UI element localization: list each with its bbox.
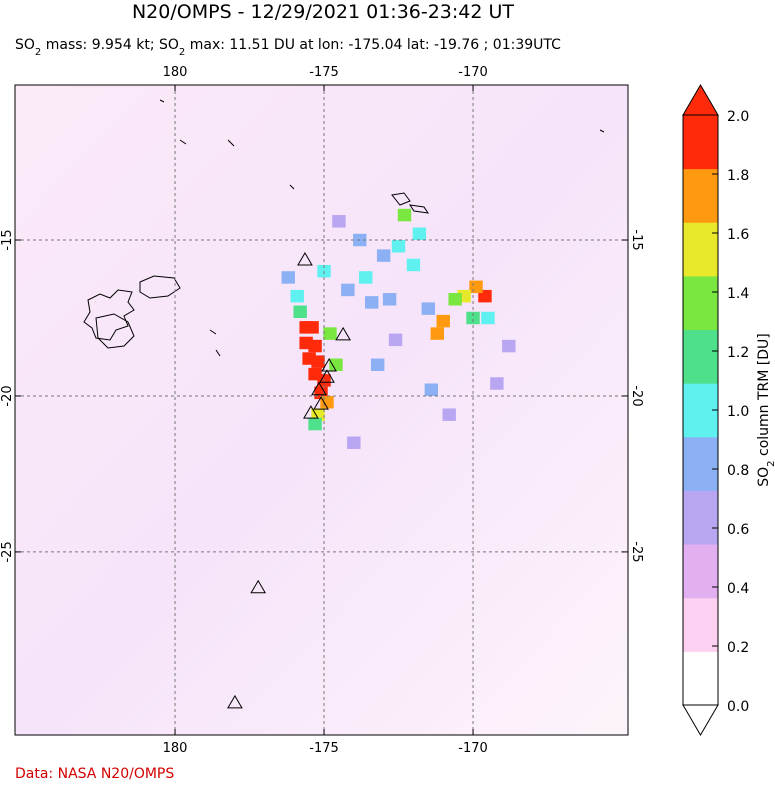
y-tick-label: -25 xyxy=(629,541,644,562)
colorbar-label: SO2 column TRM [DU] xyxy=(756,333,775,486)
so2-cell xyxy=(392,240,405,252)
so2-cell xyxy=(398,209,411,221)
x-tick-label: -175 xyxy=(309,741,339,756)
colorbar-tick-label: 1.0 xyxy=(727,404,749,420)
title: N20/OMPS - 12/29/2021 01:36-23:42 UT xyxy=(132,1,514,23)
so2-cell xyxy=(332,215,345,227)
colorbar: 0.0 0.2 0.4 0.6 0.8 1.0 1.2 1.4 1.6 1.8 2.0 xyxy=(683,85,749,735)
colorbar-extend-high xyxy=(683,85,718,115)
so2-cell xyxy=(365,296,378,308)
so2-cell xyxy=(448,293,461,305)
colorbar-tick-label: 1.8 xyxy=(727,168,749,184)
x-tick-label: -170 xyxy=(458,741,488,756)
so2-cell xyxy=(291,290,304,302)
x-tick-label: 180 xyxy=(163,65,188,80)
so2-cell xyxy=(431,327,444,339)
so2-cell xyxy=(389,334,402,346)
so2-cell xyxy=(490,377,503,389)
colorbar-swatch xyxy=(683,115,718,169)
colorbar-tick-label: 0.6 xyxy=(727,522,749,538)
so2-cell xyxy=(347,437,360,449)
so2-cell xyxy=(413,228,426,240)
so2-cell xyxy=(502,340,515,352)
x-tick-label: -170 xyxy=(458,65,488,80)
so2-cell xyxy=(341,284,354,296)
y-tick-label: -20 xyxy=(629,385,644,406)
x-tick-label: -175 xyxy=(309,65,339,80)
text-part: SO xyxy=(15,37,35,53)
colorbar-swatch xyxy=(683,276,718,330)
so2-cell xyxy=(282,271,295,283)
colorbar-tick-label: 0.0 xyxy=(727,699,749,715)
y-tick-label: -25 xyxy=(0,541,15,562)
so2-cell xyxy=(308,418,321,430)
x-tick-label: 180 xyxy=(163,741,188,756)
colorbar-tick-label: 1.6 xyxy=(727,227,749,243)
so2-cell xyxy=(425,383,438,395)
subtitle: SO2 mass: 9.954 kt; SO2 max: 11.51 DU at… xyxy=(15,37,561,58)
so2-cell xyxy=(359,271,372,283)
y-tick-label: -15 xyxy=(0,229,15,250)
so2-cell xyxy=(329,359,342,371)
colorbar-tick-label: 0.2 xyxy=(727,640,749,656)
colorbar-swatch xyxy=(683,222,718,276)
colorbar-swatch xyxy=(683,651,718,705)
text-part: SO xyxy=(756,467,772,487)
so2-cell xyxy=(469,281,482,293)
colorbar-tick-label: 2.0 xyxy=(727,109,749,125)
so2-cell xyxy=(371,359,384,371)
colorbar-swatch xyxy=(683,598,718,652)
text-part: mass: 9.954 kt; SO xyxy=(41,37,179,53)
so2-cell xyxy=(442,408,455,420)
so2-cell xyxy=(437,315,450,327)
so2-cell xyxy=(481,312,494,324)
colorbar-swatch xyxy=(683,169,718,223)
colorbar-tick-label: 0.4 xyxy=(727,581,749,597)
so2-cell xyxy=(323,327,336,339)
so2-cell xyxy=(422,302,435,314)
y-tick-label: -20 xyxy=(0,385,15,406)
y-tick-label: -15 xyxy=(629,229,644,250)
so2-cell xyxy=(305,321,318,333)
colorbar-swatch xyxy=(683,544,718,598)
colorbar-tick-label: 1.4 xyxy=(727,286,749,302)
so2-cell xyxy=(377,249,390,261)
colorbar-swatch xyxy=(683,330,718,384)
colorbar-swatch xyxy=(683,437,718,491)
text-part: column TRM [DU] xyxy=(756,333,772,460)
so2-cell xyxy=(308,340,321,352)
colorbar-tick-label: 1.2 xyxy=(727,345,749,361)
so2-cell xyxy=(311,355,324,367)
so2-cell xyxy=(407,259,420,271)
so2-cell xyxy=(383,293,396,305)
colorbar-tick-label: 0.8 xyxy=(727,463,749,479)
so2-cell xyxy=(293,306,306,318)
colorbar-extend-low xyxy=(683,705,718,735)
colorbar-swatch xyxy=(683,490,718,544)
footer: Data: NASA N20/OMPS xyxy=(15,766,174,782)
text-part: max: 11.51 DU at lon: -175.04 lat: -19.7… xyxy=(185,37,561,53)
